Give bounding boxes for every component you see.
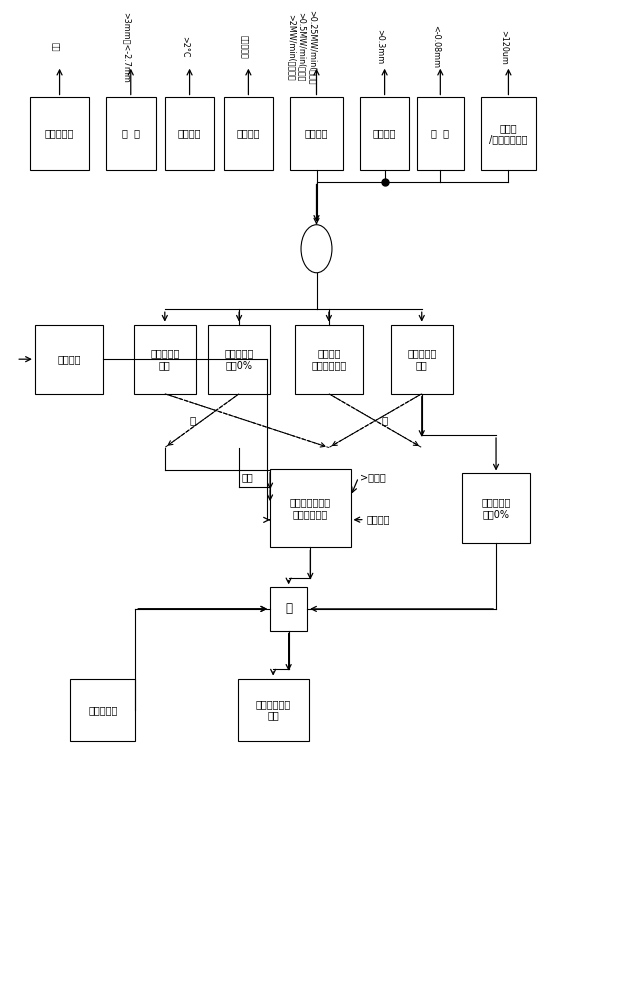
Text: 首选: 首选 <box>241 472 253 482</box>
Text: 轴  振: 轴 振 <box>431 128 449 138</box>
FancyBboxPatch shape <box>208 325 270 394</box>
FancyBboxPatch shape <box>270 587 307 631</box>
FancyBboxPatch shape <box>480 97 536 170</box>
Text: 与: 与 <box>285 602 292 615</box>
FancyBboxPatch shape <box>270 469 351 547</box>
Text: 替: 替 <box>382 416 388 426</box>
Text: 全关指令: 全关指令 <box>366 515 389 525</box>
FancyBboxPatch shape <box>462 473 530 543</box>
Text: >0.25MW/min(冷态）
>0.5MW/min(温态）
>2MW/min(极热态）: >0.25MW/min(冷态） >0.5MW/min(温态） >2MW/min(… <box>287 10 316 84</box>
Text: 高压旁路阀
关小: 高压旁路阀 关小 <box>150 348 180 370</box>
Text: 指令: 指令 <box>51 42 60 52</box>
Text: 旁路保持: 旁路保持 <box>57 354 80 364</box>
FancyBboxPatch shape <box>134 325 196 394</box>
Text: 高低压旁路系统
负荷控制模块: 高低压旁路系统 负荷控制模块 <box>290 497 331 519</box>
Text: 主蒸汽
/再热蒸汽压力: 主蒸汽 /再热蒸汽压力 <box>489 123 528 144</box>
FancyBboxPatch shape <box>30 97 89 170</box>
Text: 低压旁路阀
关小: 低压旁路阀 关小 <box>407 348 436 370</box>
Text: 高低旁炉压控
投入: 高低旁炉压控 投入 <box>256 699 291 721</box>
Text: 操作员暂停: 操作员暂停 <box>45 128 74 138</box>
Text: <-0.08mm: <-0.08mm <box>431 25 441 69</box>
FancyBboxPatch shape <box>295 325 363 394</box>
Text: >120um: >120um <box>499 30 508 64</box>
Text: 低压旁路阀
开度0%: 低压旁路阀 开度0% <box>481 497 511 519</box>
Text: 有功功率: 有功功率 <box>304 128 329 138</box>
Text: 加负荷按钮: 加负荷按钮 <box>88 705 118 715</box>
FancyBboxPatch shape <box>35 325 103 394</box>
Text: 交: 交 <box>189 416 196 426</box>
FancyBboxPatch shape <box>417 97 463 170</box>
FancyBboxPatch shape <box>106 97 156 170</box>
FancyBboxPatch shape <box>290 97 343 170</box>
FancyBboxPatch shape <box>360 97 410 170</box>
FancyBboxPatch shape <box>237 679 309 741</box>
Text: 汽缸温升: 汽缸温升 <box>178 128 201 138</box>
FancyBboxPatch shape <box>391 325 453 394</box>
FancyBboxPatch shape <box>223 97 273 170</box>
Text: >锁存值: >锁存值 <box>360 472 385 482</box>
Text: 机组应力: 机组应力 <box>237 128 260 138</box>
Text: >2°C: >2°C <box>180 36 189 58</box>
Text: >0.3mm: >0.3mm <box>375 29 385 65</box>
FancyBboxPatch shape <box>70 679 135 741</box>
Text: 轴向位移
锁存计算模块: 轴向位移 锁存计算模块 <box>311 348 346 370</box>
FancyBboxPatch shape <box>165 97 215 170</box>
Text: 偏离曲线值: 偏离曲线值 <box>239 35 248 59</box>
Text: 轴向位移: 轴向位移 <box>373 128 396 138</box>
Text: >3mm；<-2.7mm: >3mm；<-2.7mm <box>122 12 131 82</box>
Text: 膨  差: 膨 差 <box>122 128 140 138</box>
Text: 高压旁路阀
开度0%: 高压旁路阀 开度0% <box>225 348 254 370</box>
